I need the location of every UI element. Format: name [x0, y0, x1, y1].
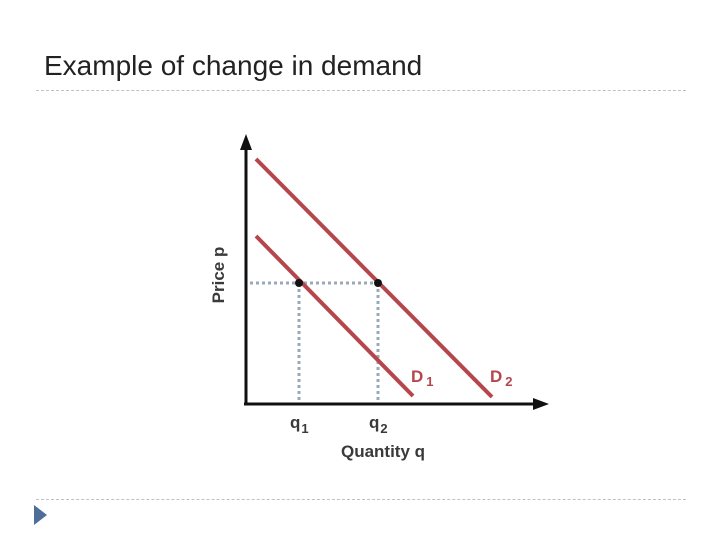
title-divider [36, 90, 686, 91]
quantity-axis-arrow [533, 398, 549, 410]
q2-label: q2 [369, 413, 388, 436]
demand-curve-d1 [254, 234, 415, 398]
y-axis-label: Price p [209, 247, 228, 304]
slide-title: Example of change in demand [44, 50, 423, 81]
demand-curve-d2 [254, 157, 494, 399]
footer-divider [36, 499, 686, 500]
point-on-d1 [295, 279, 303, 287]
bullet-arrow-icon [34, 505, 47, 525]
x-axis-label: Quantity q [341, 442, 425, 461]
q1-label: q1 [290, 413, 309, 436]
price-axis-arrow [240, 134, 252, 150]
point-on-d2 [374, 279, 382, 287]
